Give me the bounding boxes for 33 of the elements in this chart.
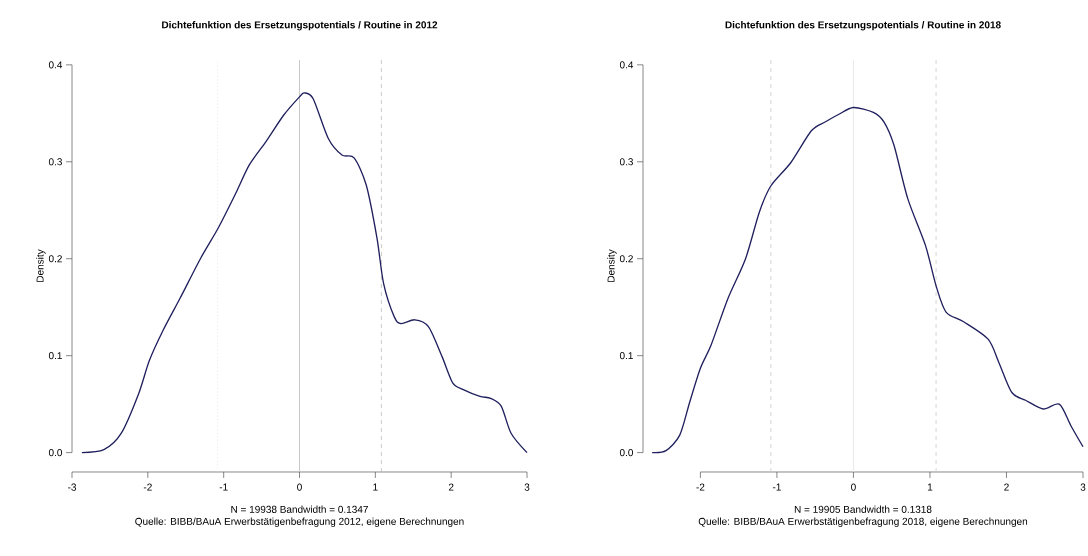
x-tick-label: -3 (68, 483, 77, 491)
x-tick-label: -2 (143, 483, 152, 491)
y-tick-label: 0.1 (619, 352, 633, 360)
x-tick-label: 0 (297, 483, 302, 491)
x-tick-label: 1 (927, 483, 933, 491)
y-tick-label: 0.3 (619, 158, 633, 166)
x-tick-label: -1 (219, 483, 228, 491)
x-axis-title: N = 19905 Bandwidth = 0.1318 (794, 505, 932, 513)
x-tick-label: 2 (1004, 483, 1009, 491)
chart-title: Dichtefunktion des Ersetzungspotentials / Routine in 2018 (725, 21, 1001, 31)
x-tick-label: -2 (696, 483, 705, 491)
x-tick-label: 1 (373, 483, 378, 491)
y-tick-label: 0.0 (619, 449, 634, 457)
line-series (651, 106, 1084, 454)
y-tick-label: 0.4 (619, 61, 634, 69)
x-axis-title: N = 19938 Bandwidth = 0.1347 (231, 505, 368, 513)
y-tick-label: 0.1 (48, 352, 62, 360)
source-note: Quelle: BIBB/BAuA Erwerbstätigenbefragung 2012, eigene Berechnungen (135, 517, 464, 527)
x-tick-label: 3 (524, 483, 530, 491)
y-axis-title: Density (607, 249, 617, 282)
y-tick-label: 0.4 (48, 61, 63, 69)
x-tick-label: 2 (448, 483, 454, 491)
x-tick-label: -1 (772, 483, 781, 491)
y-tick-label: 0.2 (619, 255, 633, 263)
line-series (81, 92, 528, 454)
chart-title: Dichtefunktion des Ersetzungspotentials / Routine in 2012 (162, 21, 438, 31)
x-tick-label: 0 (851, 483, 856, 491)
source-note: Quelle: BIBB/BAuA Erwerbstätigenbefragung 2018, eigene Berechnungen (698, 517, 1028, 527)
x-tick-label: 3 (1080, 483, 1086, 491)
y-tick-label: 0.2 (48, 255, 62, 263)
y-tick-label: 0.0 (48, 449, 63, 457)
y-axis-title: Density (36, 249, 46, 282)
y-tick-label: 0.3 (48, 158, 62, 166)
